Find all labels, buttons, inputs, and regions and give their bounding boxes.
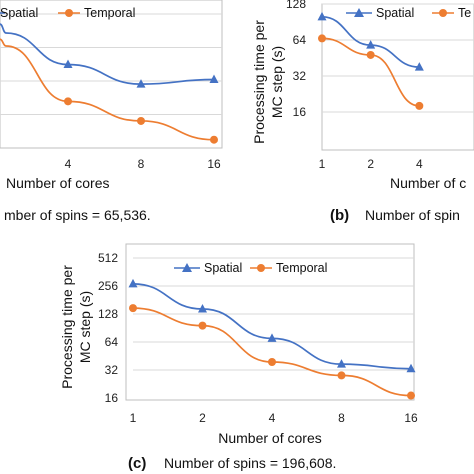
panel-a-plot-area: [0, 0, 223, 149]
temporal-point: [337, 371, 346, 380]
spatial-point: [414, 62, 424, 71]
spatial-point: [406, 363, 416, 373]
legend-spatial-marker: [354, 8, 364, 17]
temporal-point: [318, 34, 326, 43]
temporal-point: [129, 304, 137, 313]
spatial-point: [267, 333, 277, 342]
temporal-point: [64, 97, 72, 106]
spatial-point: [63, 59, 73, 69]
panel-a-series: [0, 23, 219, 144]
y-tick-label: 16: [105, 391, 119, 405]
temporal-point: [210, 135, 218, 144]
spatial-point: [128, 278, 138, 288]
y-tick-label: 32: [293, 69, 307, 83]
panel-b-y-axis-title-line2: MC step (s): [269, 46, 285, 118]
series-line-spatial: [0, 23, 215, 85]
x-tick-label: 16: [404, 411, 418, 425]
panel-c-gridlines: [133, 257, 414, 371]
legend-temporal-marker: [439, 9, 447, 17]
temporal-point: [268, 358, 276, 367]
y-tick-label: 256: [98, 279, 118, 293]
panel-b-x-axis-title: Number of c: [390, 175, 466, 191]
temporal-point: [137, 116, 145, 125]
panel-b-gridlines: [322, 3, 474, 113]
y-tick-label: 512: [98, 251, 118, 265]
panel-c-y-axis-title-line2: MC step (s): [77, 291, 93, 363]
panel-c-y-ticks: 512 256 128 64 32 16: [98, 251, 118, 405]
panel-c-y-axis-title: Processing time per MC step (s): [59, 265, 93, 389]
panel-a-x-axis-title: Number of cores: [6, 175, 109, 191]
panel-b: 128 64 32 16 Processing time per MC step (s…: [251, 0, 474, 224]
spatial-point: [209, 74, 219, 84]
legend-temporal-label: Temporal: [84, 6, 135, 20]
spatial-point: [198, 303, 207, 313]
panel-c-plot-area: [125, 243, 415, 401]
temporal-point: [366, 50, 375, 59]
spatial-point: [136, 79, 146, 88]
x-tick-label: 4: [416, 157, 423, 171]
x-tick-label: 4: [269, 411, 276, 425]
series-line-temporal: [0, 38, 215, 141]
panel-b-y-axis-title-line1: Processing time per: [251, 20, 267, 144]
panel-c-x-axis-title: Number of cores: [218, 430, 321, 446]
y-tick-label: 32: [105, 363, 119, 377]
panel-b-caption: Number of spin: [365, 207, 460, 223]
panel-c-series: [128, 278, 416, 400]
x-tick-label: 8: [138, 157, 145, 171]
y-tick-label: 128: [286, 0, 306, 11]
panel-c-caption-tag: (c): [128, 455, 146, 472]
temporal-point: [198, 321, 207, 330]
y-tick-label: 128: [98, 307, 118, 321]
x-tick-label: 1: [319, 157, 326, 171]
y-tick-label: 64: [293, 33, 307, 47]
x-tick-label: 8: [338, 411, 345, 425]
panel-a-legend: Spatial Temporal: [0, 6, 135, 20]
panel-b-plot-area: [321, 3, 474, 151]
panel-c-x-ticks: 1 2 4 8 16: [130, 411, 418, 425]
temporal-point: [407, 391, 415, 400]
panel-a-gridlines: [0, 13, 222, 115]
series-line-spatial: [132, 282, 412, 370]
legend-spatial-label: Spatial: [0, 6, 38, 20]
panel-c-y-axis-title-line1: Processing time per: [59, 265, 75, 389]
legend-temporal-label: Te: [458, 6, 471, 20]
x-tick-label: 16: [207, 157, 221, 171]
panel-c-caption: Number of spins = 196,608.: [164, 455, 336, 471]
x-tick-label: 2: [199, 411, 206, 425]
x-tick-label: 2: [367, 157, 374, 171]
panel-b-caption-tag: (b): [330, 207, 349, 224]
panel-b-x-ticks: 1 2 4: [319, 157, 423, 171]
spatial-point: [317, 11, 327, 21]
y-tick-label: 16: [293, 105, 307, 119]
legend-spatial-label: Spatial: [376, 6, 414, 20]
temporal-point: [415, 101, 424, 110]
legend-temporal-marker: [65, 9, 73, 17]
panel-b-legend: Spatial Te: [346, 6, 471, 20]
x-tick-label: 4: [65, 157, 72, 171]
panel-a-caption: mber of spins = 65,536.: [4, 207, 151, 223]
panel-b-y-ticks: 128 64 32 16: [286, 0, 306, 119]
legend-temporal-marker: [257, 264, 265, 272]
panel-b-y-axis-title: Processing time per MC step (s): [251, 20, 285, 144]
y-tick-label: 64: [105, 335, 119, 349]
x-tick-label: 1: [130, 411, 137, 425]
panel-b-series: [317, 11, 424, 110]
spatial-point: [337, 359, 346, 368]
spatial-point: [366, 40, 376, 49]
panel-c-legend: Spatial Temporal: [174, 261, 327, 275]
legend-spatial-marker: [182, 263, 192, 272]
legend-spatial-label: Spatial: [204, 261, 242, 275]
legend-temporal-label: Temporal: [276, 261, 327, 275]
series-line-temporal: [132, 307, 412, 397]
